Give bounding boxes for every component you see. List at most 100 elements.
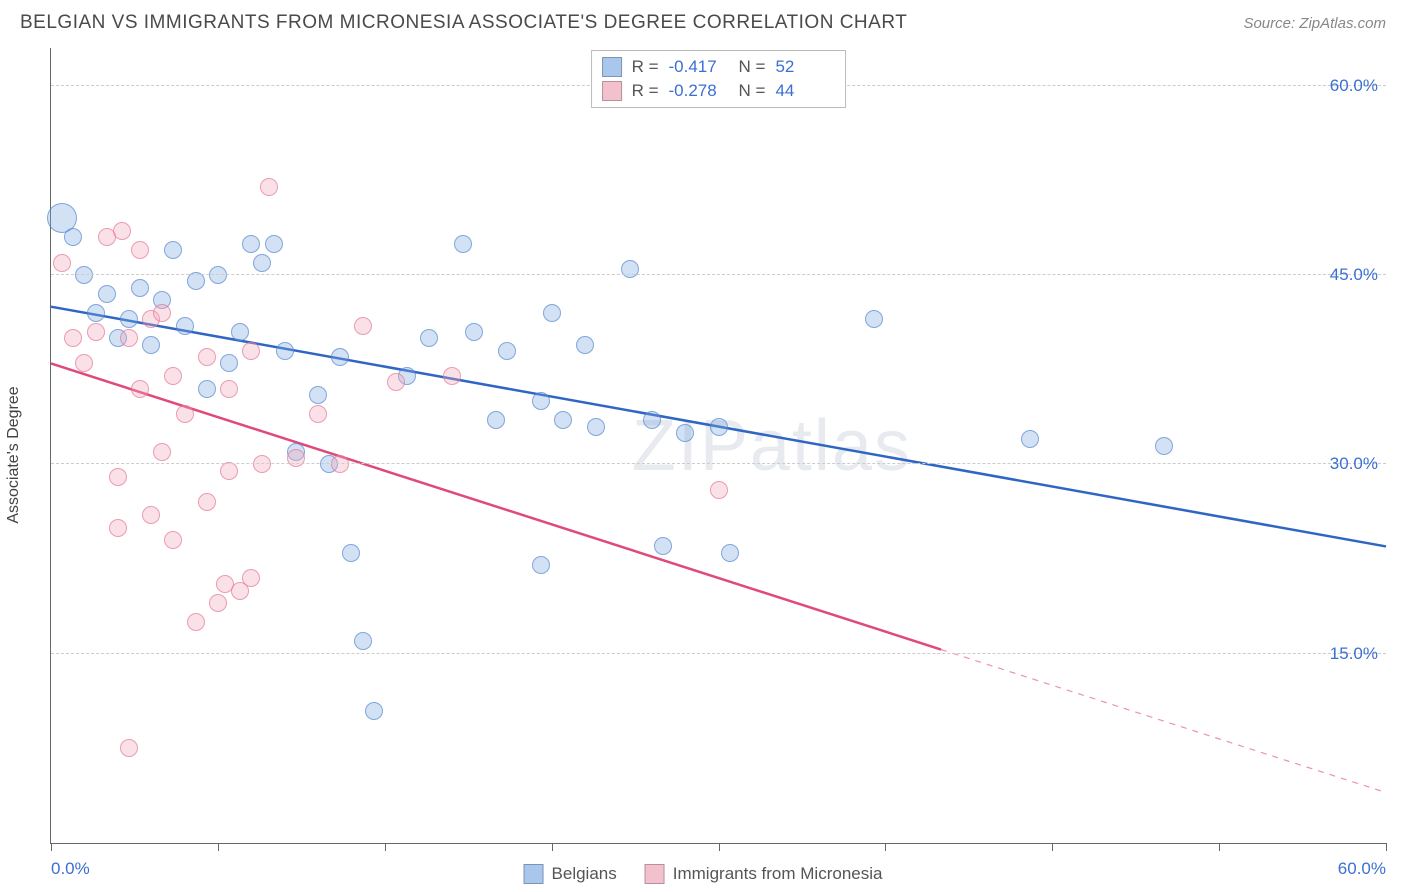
data-point <box>1155 437 1173 455</box>
data-point <box>710 418 728 436</box>
stats-legend: R = -0.417 N = 52R = -0.278 N = 44 <box>591 50 847 108</box>
legend-swatch <box>602 81 622 101</box>
y-tick-label: 15.0% <box>1330 644 1378 664</box>
data-point <box>209 266 227 284</box>
x-tick <box>885 843 886 851</box>
series-legend-label: Belgians <box>552 864 617 884</box>
data-point <box>176 405 194 423</box>
data-point <box>198 380 216 398</box>
x-tick <box>385 843 386 851</box>
data-point <box>242 235 260 253</box>
data-point <box>87 304 105 322</box>
gridline <box>51 653 1386 654</box>
data-point <box>865 310 883 328</box>
data-point <box>487 411 505 429</box>
data-point <box>576 336 594 354</box>
chart-plot-area: ZIPatlas R =-0.417N =52R =-0.278N =44 0.… <box>50 48 1386 844</box>
data-point <box>654 537 672 555</box>
data-point <box>75 354 93 372</box>
data-point <box>309 386 327 404</box>
data-point <box>176 317 194 335</box>
data-point <box>498 342 516 360</box>
stat-r-label: R = <box>632 81 659 101</box>
data-point <box>1021 430 1039 448</box>
data-point <box>387 373 405 391</box>
data-point <box>153 443 171 461</box>
stat-n-value: 52 <box>775 57 835 77</box>
stat-r-value: -0.417 <box>669 57 729 77</box>
data-point <box>53 254 71 272</box>
series-legend: Belgians Immigrants from Micronesia <box>524 864 883 884</box>
x-tick <box>51 843 52 851</box>
data-point <box>120 310 138 328</box>
x-tick <box>1386 843 1387 851</box>
data-point <box>120 739 138 757</box>
data-point <box>342 544 360 562</box>
data-point <box>113 222 131 240</box>
data-point <box>164 367 182 385</box>
data-point <box>331 455 349 473</box>
data-point <box>164 531 182 549</box>
series-legend-item: Belgians <box>524 864 617 884</box>
series-legend-item: Immigrants from Micronesia <box>645 864 883 884</box>
x-tick <box>1052 843 1053 851</box>
data-point <box>242 569 260 587</box>
data-point <box>454 235 472 253</box>
data-point <box>187 613 205 631</box>
x-tick <box>552 843 553 851</box>
data-point <box>75 266 93 284</box>
data-point <box>131 380 149 398</box>
data-point <box>721 544 739 562</box>
data-point <box>109 468 127 486</box>
data-point <box>209 594 227 612</box>
chart-source: Source: ZipAtlas.com <box>1243 15 1386 32</box>
data-point <box>710 481 728 499</box>
y-axis-title: Associate's Degree <box>5 386 23 523</box>
data-point <box>142 506 160 524</box>
data-point <box>220 354 238 372</box>
data-point <box>532 392 550 410</box>
y-tick-label: 60.0% <box>1330 76 1378 96</box>
data-point <box>543 304 561 322</box>
chart-header: BELGIAN VS IMMIGRANTS FROM MICRONESIA AS… <box>0 0 1406 40</box>
data-point <box>643 411 661 429</box>
data-point <box>420 329 438 347</box>
x-axis-min-label: 0.0% <box>51 859 90 879</box>
data-point <box>331 348 349 366</box>
stats-legend-row: R =-0.417N =52 <box>602 55 836 79</box>
y-tick-label: 45.0% <box>1330 265 1378 285</box>
legend-swatch <box>524 864 544 884</box>
data-point <box>153 304 171 322</box>
scatter-points-layer <box>51 48 1386 843</box>
data-point <box>354 632 372 650</box>
x-tick <box>1219 843 1220 851</box>
data-point <box>443 367 461 385</box>
data-point <box>120 329 138 347</box>
data-point <box>265 235 283 253</box>
stat-r-value: -0.278 <box>669 81 729 101</box>
data-point <box>242 342 260 360</box>
stat-n-label: N = <box>739 57 766 77</box>
data-point <box>365 702 383 720</box>
y-tick-label: 30.0% <box>1330 454 1378 474</box>
data-point <box>198 348 216 366</box>
data-point <box>142 336 160 354</box>
x-axis-max-label: 60.0% <box>1338 859 1386 879</box>
data-point <box>276 342 294 360</box>
data-point <box>260 178 278 196</box>
legend-swatch <box>602 57 622 77</box>
legend-swatch <box>645 864 665 884</box>
data-point <box>164 241 182 259</box>
data-point <box>587 418 605 436</box>
gridline <box>51 463 1386 464</box>
chart-title: BELGIAN VS IMMIGRANTS FROM MICRONESIA AS… <box>20 12 907 34</box>
stats-legend-row: R = -0.278 N = 44 <box>602 79 836 103</box>
data-point <box>109 519 127 537</box>
stat-n-label: N = <box>739 81 766 101</box>
data-point <box>253 254 271 272</box>
data-point <box>87 323 105 341</box>
x-tick <box>719 843 720 851</box>
gridline <box>51 274 1386 275</box>
stat-n-value: 44 <box>775 81 835 101</box>
data-point <box>554 411 572 429</box>
